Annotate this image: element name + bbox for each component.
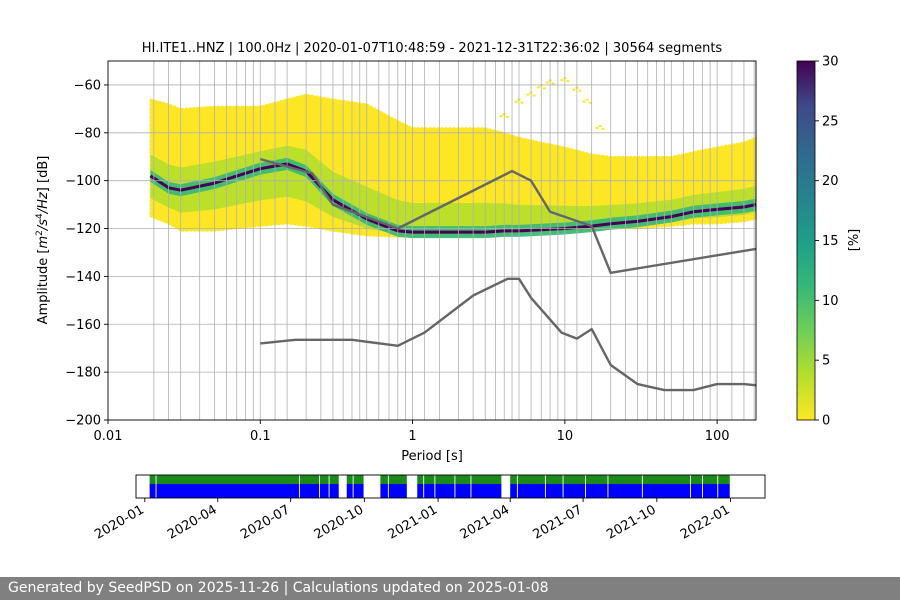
availability-bar: [149, 475, 730, 484]
data-gap: [363, 475, 381, 498]
outlier-cell: [520, 101, 524, 104]
outlier-cell: [505, 116, 509, 119]
outlier-cell: [526, 93, 530, 96]
psd-plot-area: 0.01 0.1 1 10 100 −200 −180 −160 −140 −120 −100 −80…: [65, 60, 757, 444]
colorbar-tick-label: 0: [822, 414, 830, 429]
segments-bar: [149, 484, 730, 498]
timeline-tick-label: 2020-07: [238, 502, 293, 542]
y-tick-label: −80: [74, 126, 101, 141]
outlier-cell: [566, 80, 570, 83]
chart-title: HI.ITE1..HNZ | 100.0Hz | 2020-01-07T10:4…: [142, 41, 723, 56]
timeline-frame: [135, 474, 766, 499]
colorbar-label: [%]: [847, 229, 862, 252]
outlier-cell: [499, 115, 503, 118]
timeline-tick-label: 2021-07: [531, 502, 586, 542]
outlier-cell: [532, 94, 536, 97]
outlier-cell: [545, 81, 549, 84]
psd-figure: HI.ITE1..HNZ | 100.0Hz | 2020-01-07T10:4…: [35, 41, 862, 543]
x-tick-label: 100: [705, 429, 730, 444]
outlier-cell: [560, 79, 564, 82]
colorbar-tick-label: 10: [822, 294, 839, 309]
colorbar: [%] 0 5 10 15 20 25 30: [796, 55, 862, 429]
outlier-cell: [588, 101, 592, 104]
outlier-cell: [542, 87, 546, 90]
outlier-cell: [582, 100, 586, 103]
outlier-cell: [536, 86, 540, 89]
outlier-cell: [585, 98, 589, 101]
timeline-tick-label: 2021-01: [386, 502, 441, 542]
outlier-cell: [595, 127, 599, 130]
y-tick-label: −140: [65, 270, 101, 285]
data-gap: [406, 475, 418, 498]
noise-model-line-1: [259, 157, 757, 274]
colorbar-tick-label: 25: [822, 114, 839, 129]
data-gap: [338, 475, 347, 498]
footer-text: Generated by SeedPSD on 2025-11-26 | Cal…: [0, 577, 900, 600]
timeline-tick-label: 2021-04: [458, 502, 513, 542]
colorbar-tick-label: 15: [822, 234, 839, 249]
colorbar-tick-label: 20: [822, 174, 839, 189]
y-tick-label: −200: [65, 414, 101, 429]
timeline-tick-label: 2020-01: [92, 502, 147, 542]
outlier-cell: [601, 128, 605, 131]
x-tick-label: 0.01: [94, 429, 123, 444]
x-axis-label: Period [s]: [401, 449, 463, 464]
x-tick-label: 10: [557, 429, 574, 444]
outlier-cell: [598, 125, 602, 128]
outlier-cell: [514, 100, 518, 103]
colorbar-tick-label: 5: [822, 354, 830, 369]
data-gap: [501, 475, 511, 498]
data-availability-timeline: 2020-01 2020-04 2020-07 2020-10 2021-01 2021-…: [92, 474, 766, 543]
y-tick-label: −60: [74, 78, 101, 93]
colorbar-tick-label: 30: [822, 55, 839, 70]
x-tick-label: 1: [408, 429, 416, 444]
timeline-tick-label: 2022-01: [678, 502, 733, 542]
noise-model-line-2: [260, 277, 757, 392]
outlier-cell: [572, 88, 576, 91]
timeline-tick-label: 2020-10: [312, 502, 367, 542]
outlier-cell: [578, 89, 582, 92]
x-tick-label: 0.1: [250, 429, 271, 444]
plot-frame: [107, 60, 757, 421]
colorbar-gradient: [796, 60, 816, 421]
timeline-tick-label: 2021-10: [604, 502, 659, 542]
timeline-tick-label: 2020-04: [165, 502, 220, 542]
y-tick-label: −160: [65, 318, 101, 333]
y-tick-label: −180: [65, 366, 101, 381]
y-tick-label: −120: [65, 222, 101, 237]
y-tick-label: −100: [65, 174, 101, 189]
y-axis-label: Amplitude [m2/s4/Hz] [dB]: [35, 156, 51, 325]
outlier-cell: [551, 82, 555, 85]
